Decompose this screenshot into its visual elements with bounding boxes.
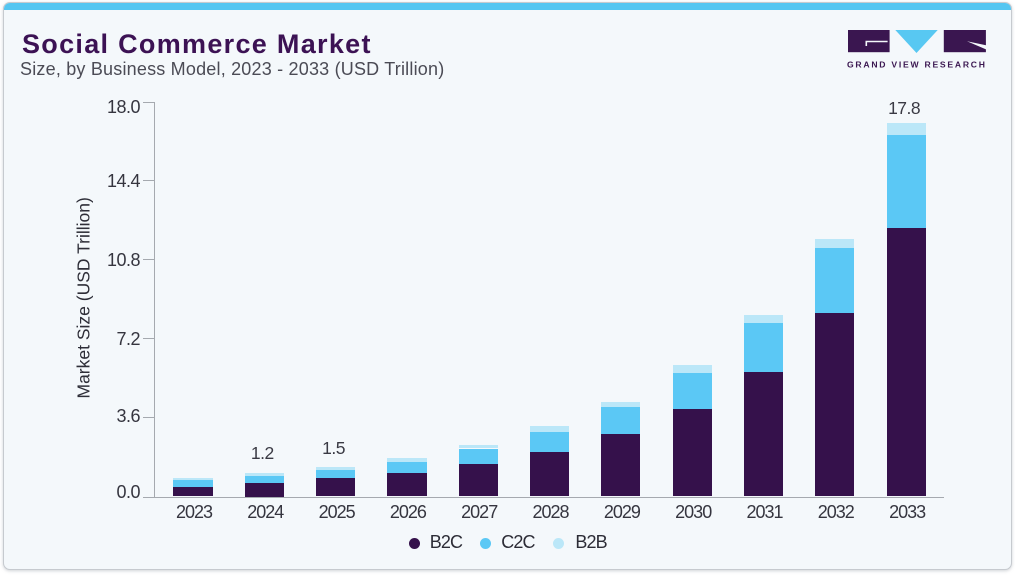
- svg-text:GRAND VIEW RESEARCH: GRAND VIEW RESEARCH: [847, 60, 987, 70]
